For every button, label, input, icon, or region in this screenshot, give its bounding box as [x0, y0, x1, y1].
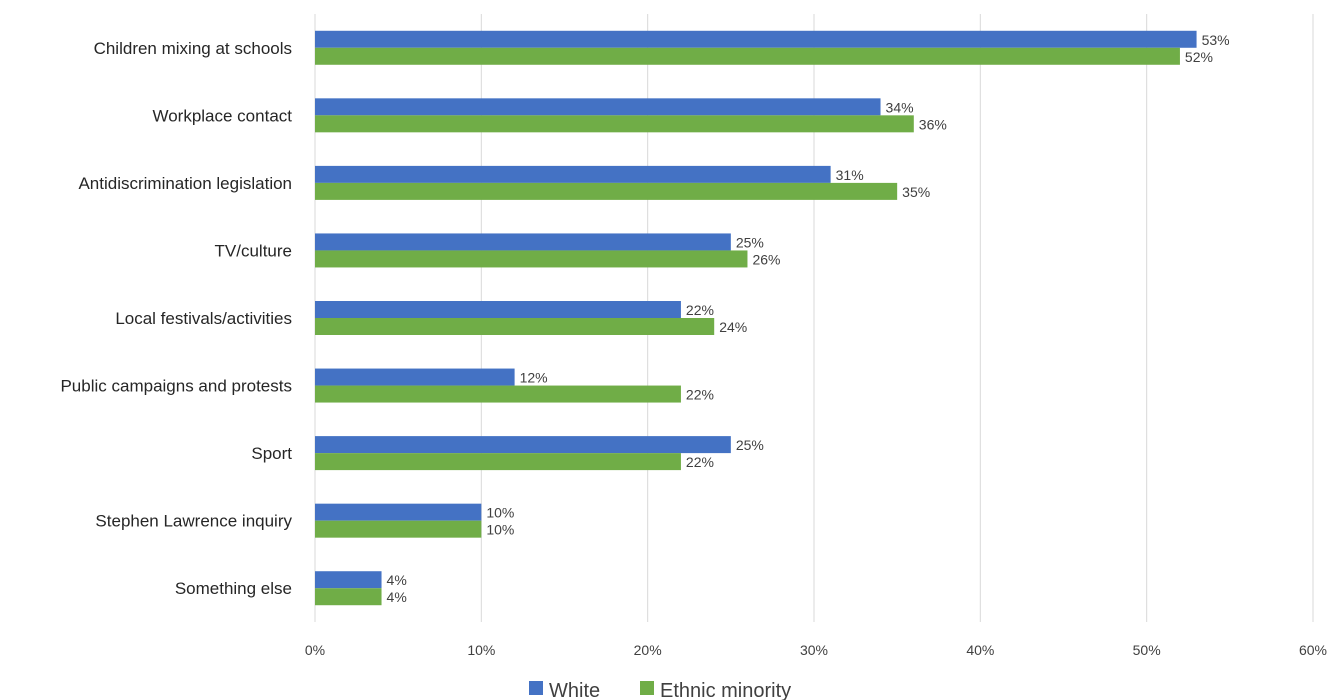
legend-label-white: White [549, 680, 600, 700]
data-label-white: 4% [387, 572, 407, 588]
data-label-ethnic-minority: 10% [486, 522, 514, 538]
data-label-ethnic-minority: 35% [902, 184, 930, 200]
bar-ethnic-minority-public-campaigns-and-protests [315, 385, 681, 403]
bar-white-children-mixing-at-schools [315, 30, 1197, 48]
data-label-ethnic-minority: 26% [752, 251, 780, 267]
bar-white-sport [315, 436, 731, 454]
x-tick-label: 60% [1299, 642, 1327, 658]
data-label-ethnic-minority: 36% [919, 116, 947, 132]
bar-ethnic-minority-something-else [315, 588, 382, 606]
category-label-something-else: Something else [175, 579, 292, 598]
x-tick-label: 20% [634, 642, 662, 658]
data-label-white: 25% [736, 234, 764, 250]
bar-white-stephen-lawrence-inquiry [315, 503, 482, 521]
category-label-public-campaigns-and-protests: Public campaigns and protests [60, 377, 292, 396]
legend-swatch-ethnic-minority [640, 681, 654, 695]
category-label-antidiscrimination-legislation: Antidiscrimination legislation [78, 174, 292, 193]
data-labels: 53%52%34%36%31%35%25%26%22%24%12%22%25%2… [387, 32, 1230, 605]
bar-white-tv-culture [315, 233, 731, 251]
x-tick-label: 0% [305, 642, 325, 658]
category-label-children-mixing-at-schools: Children mixing at schools [94, 39, 292, 58]
category-label-local-festivals-activities: Local festivals/activities [115, 309, 292, 328]
x-tick-label: 30% [800, 642, 828, 658]
data-label-white: 34% [886, 99, 914, 115]
bars [315, 30, 1197, 606]
bar-white-public-campaigns-and-protests [315, 368, 515, 386]
data-label-ethnic-minority: 52% [1185, 49, 1213, 65]
x-tick-label: 10% [467, 642, 495, 658]
category-label-stephen-lawrence-inquiry: Stephen Lawrence inquiry [95, 512, 292, 531]
category-labels: Children mixing at schools Workplace cont… [60, 39, 292, 598]
legend: White Ethnic minority [529, 680, 791, 700]
data-label-white: 10% [486, 505, 514, 521]
category-label-tv-culture: TV/culture [215, 241, 292, 260]
x-tick-labels: 0% 10% 20% 30% 40% 50% 60% [305, 642, 1327, 658]
bar-ethnic-minority-antidiscrimination-legislation [315, 182, 898, 200]
legend-swatch-white [529, 681, 543, 695]
data-label-white: 31% [836, 167, 864, 183]
data-label-ethnic-minority: 24% [719, 319, 747, 335]
bar-ethnic-minority-workplace-contact [315, 115, 914, 133]
bar-ethnic-minority-tv-culture [315, 250, 748, 268]
data-label-ethnic-minority: 22% [686, 387, 714, 403]
data-label-ethnic-minority: 22% [686, 454, 714, 470]
x-tick-label: 50% [1133, 642, 1161, 658]
data-label-white: 25% [736, 437, 764, 453]
data-label-ethnic-minority: 4% [387, 589, 407, 605]
bar-white-workplace-contact [315, 98, 881, 116]
bar-ethnic-minority-local-festivals-activities [315, 318, 715, 335]
data-label-white: 53% [1202, 32, 1230, 48]
bar-ethnic-minority-stephen-lawrence-inquiry [315, 520, 482, 538]
bar-white-something-else [315, 571, 382, 589]
bar-ethnic-minority-sport [315, 453, 681, 471]
category-label-workplace-contact: Workplace contact [152, 106, 292, 125]
data-label-white: 22% [686, 302, 714, 318]
bar-ethnic-minority-children-mixing-at-schools [315, 47, 1180, 65]
bar-white-antidiscrimination-legislation [315, 165, 831, 183]
data-label-white: 12% [520, 370, 548, 386]
x-tick-label: 40% [966, 642, 994, 658]
legend-label-ethnic-minority: Ethnic minority [660, 680, 791, 700]
category-label-sport: Sport [251, 444, 292, 463]
bar-white-local-festivals-activities [315, 301, 681, 318]
